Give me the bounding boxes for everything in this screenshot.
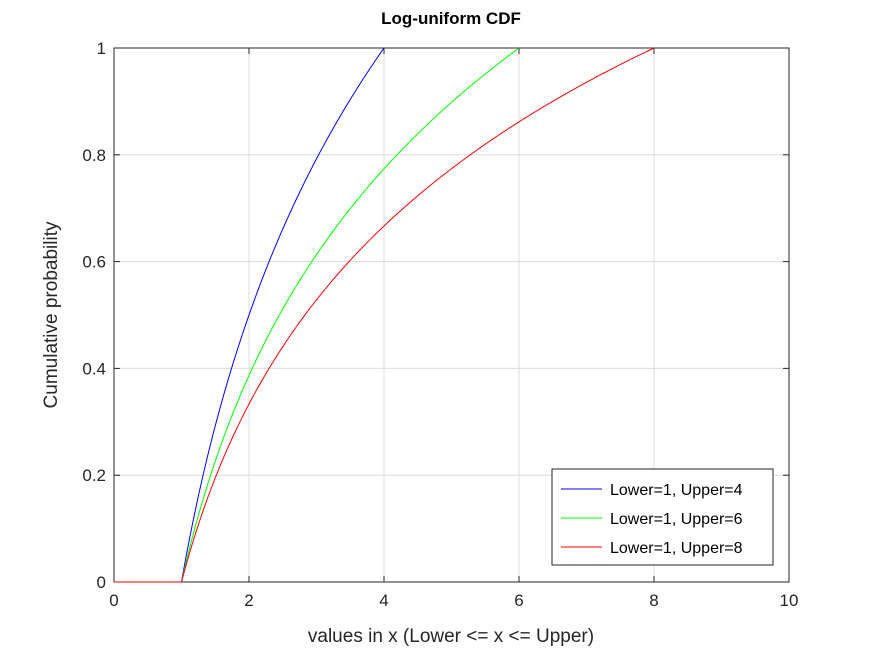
legend-label: Lower=1, Upper=4 bbox=[610, 482, 743, 499]
plot-area bbox=[113, 47, 790, 583]
x-tick-label: 10 bbox=[780, 591, 799, 610]
x-tick-label: 4 bbox=[379, 591, 388, 610]
y-tick-label: 0.4 bbox=[82, 359, 106, 378]
y-tick-label: 0 bbox=[97, 573, 106, 592]
series-line-3 bbox=[114, 47, 655, 583]
axes-ticks: 0 2 4 6 8 10 0 0.2 0.4 0.6 0.8 1 bbox=[82, 39, 798, 610]
y-tick-label: 1 bbox=[97, 39, 106, 58]
legend-label: Lower=1, Upper=8 bbox=[610, 540, 743, 557]
x-tick-label: 6 bbox=[514, 591, 523, 610]
x-axis-label: values in x (Lower <= x <= Upper) bbox=[308, 626, 594, 647]
x-tick-label: 2 bbox=[244, 591, 253, 610]
legend: Lower=1, Upper=4 Lower=1, Upper=6 Lower=1,… bbox=[551, 468, 774, 566]
series-lines bbox=[114, 47, 655, 583]
series-line-1 bbox=[114, 47, 385, 583]
y-tick-label: 0.2 bbox=[82, 466, 106, 485]
x-tick-label: 0 bbox=[109, 591, 118, 610]
y-tick-label: 0.6 bbox=[82, 253, 106, 272]
x-tick-label: 8 bbox=[649, 591, 658, 610]
chart-title: Log-uniform CDF bbox=[381, 9, 521, 28]
legend-box bbox=[551, 468, 774, 566]
legend-label: Lower=1, Upper=6 bbox=[610, 511, 743, 528]
y-axis-label: Cumulative probability bbox=[41, 221, 62, 408]
y-tick-label: 0.8 bbox=[82, 146, 106, 165]
series-line-2 bbox=[114, 47, 520, 583]
